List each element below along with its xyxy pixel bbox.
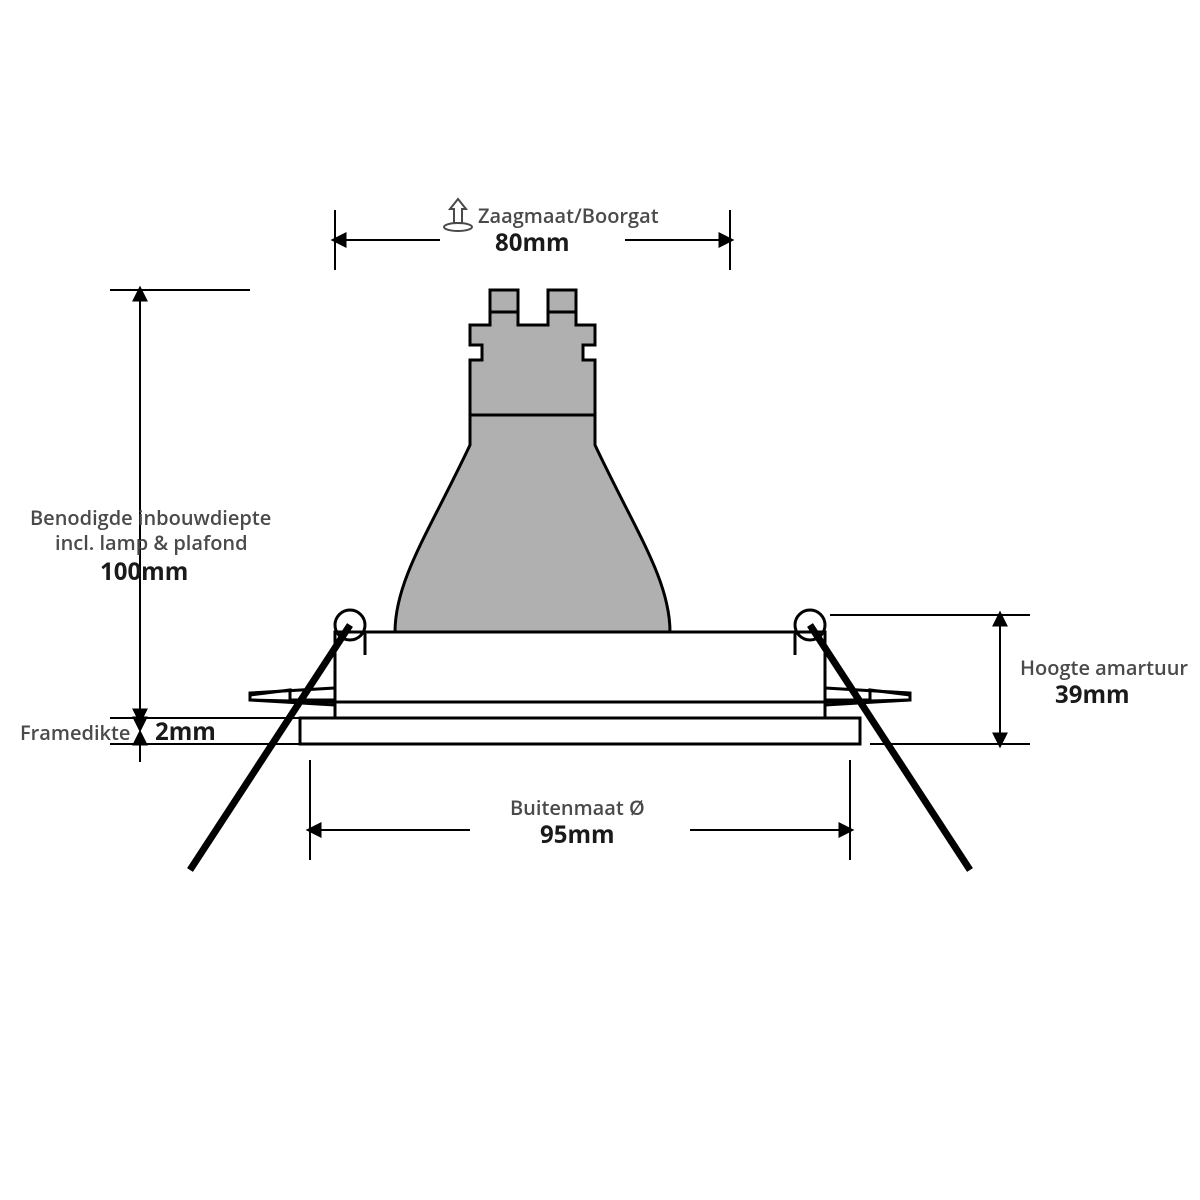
dim-frame-label: Framedikte	[20, 719, 130, 746]
dim-cutout-value: 80mm	[495, 226, 570, 259]
dim-frame: Framedikte 2mm	[20, 700, 300, 762]
dim-height-label: Hoogte amartuur	[1020, 654, 1188, 681]
spotlight-dimension-diagram: Zaagmaat/Boorgat 80mm Benodigde inbouwdi…	[0, 0, 1200, 1200]
lamp-bulb	[395, 290, 670, 632]
dim-cutout-label: Zaagmaat/Boorgat	[478, 202, 659, 229]
dim-height-value: 39mm	[1055, 678, 1130, 711]
dim-depth: Benodigde inbouwdiepte incl. lamp & plaf…	[30, 290, 271, 710]
dim-depth-label1: Benodigde inbouwdiepte	[30, 504, 271, 531]
dim-outer: Buitenmaat Ø 95mm	[310, 760, 850, 860]
dim-outer-label: Buitenmaat Ø	[510, 794, 645, 821]
dim-frame-value: 2mm	[155, 715, 216, 748]
dim-depth-label2: incl. lamp & plafond	[55, 529, 248, 556]
dim-cutout: Zaagmaat/Boorgat 80mm	[335, 199, 730, 270]
dim-depth-value: 100mm	[100, 555, 188, 588]
dim-outer-value: 95mm	[540, 818, 615, 851]
dim-height: Hoogte amartuur 39mm	[830, 615, 1188, 744]
drill-icon	[444, 199, 472, 231]
